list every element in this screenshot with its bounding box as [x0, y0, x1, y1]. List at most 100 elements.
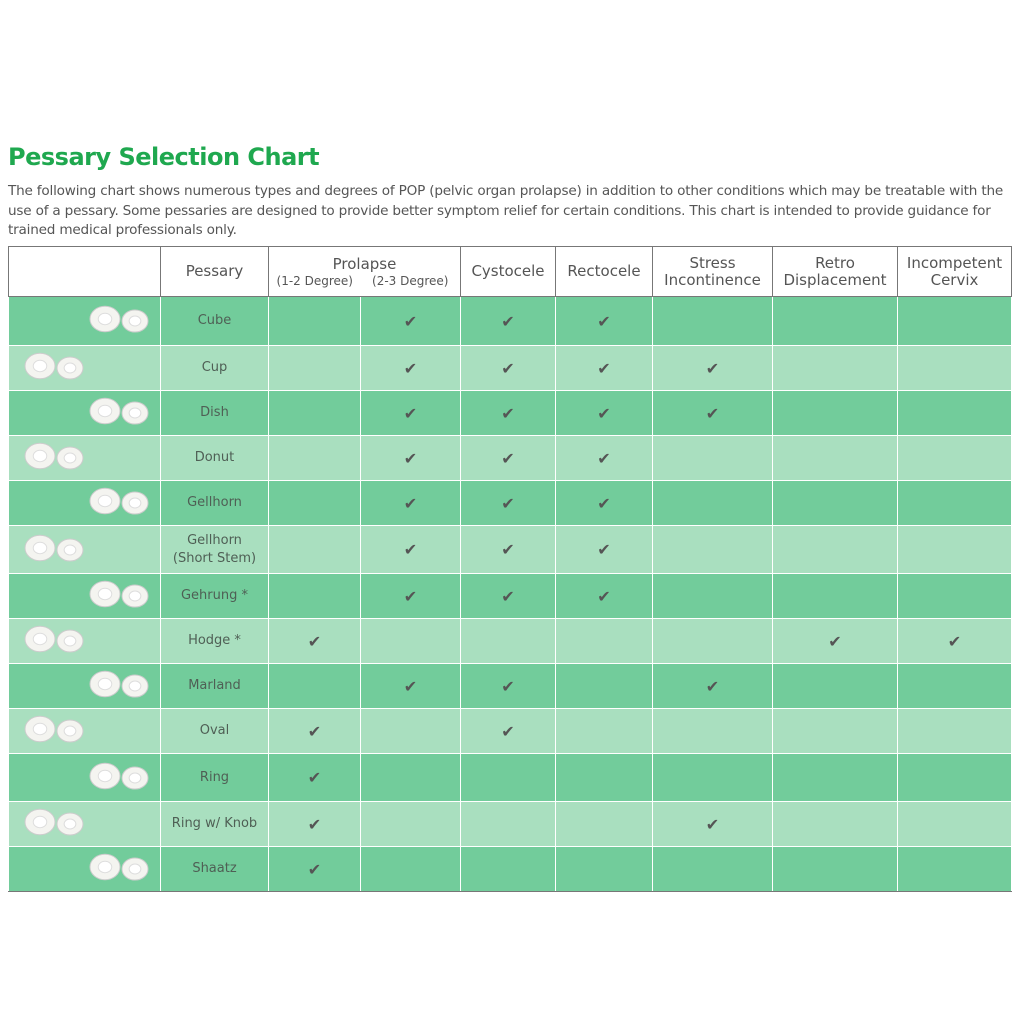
- check-cell: [772, 753, 898, 802]
- pessary-hole: [63, 544, 76, 555]
- header: Stress Incontinence: [652, 246, 773, 297]
- pessary-image: [8, 435, 161, 481]
- check-cell: ✔: [460, 573, 556, 619]
- check-cell: [652, 480, 773, 526]
- pessary-image: [8, 390, 161, 436]
- check-cell: [897, 663, 1012, 709]
- pessary-icon: [89, 670, 148, 698]
- pessary-icon: [24, 625, 83, 653]
- check-cell: [360, 801, 461, 847]
- pessary-hole: [97, 677, 112, 691]
- check-cell: ✔: [555, 435, 653, 481]
- pessary-name: Donut: [160, 435, 269, 481]
- check-cell: ✔: [555, 573, 653, 619]
- table-row: Oval ✔ ✔: [8, 708, 1012, 754]
- pessary-icon: [24, 442, 83, 470]
- pessary-hole: [32, 632, 47, 646]
- pessary-icon: [89, 762, 148, 790]
- check-cell: [772, 480, 898, 526]
- check-cell: ✔: [268, 801, 361, 847]
- check-cell: [772, 708, 898, 754]
- check-cell: ✔: [460, 708, 556, 754]
- pessary-name: Shaatz: [160, 846, 269, 892]
- check-cell: ✔: [268, 753, 361, 802]
- table-row: Dish ✔ ✔ ✔ ✔: [8, 390, 1012, 436]
- check-cell: ✔: [460, 480, 556, 526]
- check-cell: [652, 753, 773, 802]
- header: Pessary: [160, 246, 269, 297]
- check-cell: [652, 525, 773, 574]
- pessary-image: [8, 846, 161, 892]
- check-cell: ✔: [268, 708, 361, 754]
- check-cell: [897, 480, 1012, 526]
- check-cell: ✔: [460, 435, 556, 481]
- pessary-hole: [128, 315, 141, 327]
- pessary-hole: [63, 635, 76, 647]
- check-cell: ✔: [360, 573, 461, 619]
- pessary-name: Marland: [160, 663, 269, 709]
- pessary-image: [8, 296, 161, 346]
- check-cell: [772, 296, 898, 346]
- pessary-icon: [89, 853, 148, 881]
- pessary-icon: [24, 352, 83, 380]
- check-cell: [360, 708, 461, 754]
- pessary-name: Cup: [160, 345, 269, 391]
- pessary-name: Gellhorn: [160, 480, 269, 526]
- check-cell: [772, 345, 898, 391]
- table-row: Cup ✔ ✔ ✔ ✔: [8, 345, 1012, 391]
- pessary-name: Gellhorn (Short Stem): [160, 525, 269, 574]
- pessary-name: Oval: [160, 708, 269, 754]
- table-row: Donut ✔ ✔ ✔: [8, 435, 1012, 481]
- check-cell: ✔: [460, 345, 556, 391]
- pessary-image: [8, 801, 161, 847]
- check-cell: ✔: [360, 435, 461, 481]
- check-cell: [897, 708, 1012, 754]
- check-cell: [897, 296, 1012, 346]
- check-cell: [360, 618, 461, 664]
- check-cell: [652, 708, 773, 754]
- header: Prolapse: [268, 246, 461, 273]
- check-cell: [555, 846, 653, 892]
- pessary-hole: [63, 725, 76, 737]
- table-row: Gellhorn ✔ ✔ ✔: [8, 480, 1012, 526]
- check-cell: [268, 663, 361, 709]
- check-cell: ✔: [652, 345, 773, 391]
- check-cell: [652, 435, 773, 481]
- pessary-hole: [128, 863, 141, 875]
- pessary-hole: [128, 772, 141, 783]
- check-cell: [555, 801, 653, 847]
- pessary-hole: [97, 312, 112, 326]
- check-cell: [268, 525, 361, 574]
- pessary-icon: [24, 715, 83, 743]
- check-cell: ✔: [360, 345, 461, 391]
- check-cell: [555, 753, 653, 802]
- check-cell: ✔: [268, 618, 361, 664]
- pessary-name: Hodge *: [160, 618, 269, 664]
- check-cell: ✔: [555, 480, 653, 526]
- pessary-icon: [89, 397, 148, 425]
- check-cell: ✔: [460, 390, 556, 436]
- table-row: Marland ✔ ✔ ✔: [8, 663, 1012, 709]
- table-row: Cube ✔ ✔ ✔: [8, 296, 1012, 346]
- check-cell: ✔: [460, 663, 556, 709]
- pessary-image: [8, 525, 161, 574]
- pessary-name: Ring w/ Knob: [160, 801, 269, 847]
- pessary-image: [8, 753, 161, 802]
- check-cell: [772, 573, 898, 619]
- pessary-hole: [63, 452, 76, 464]
- check-cell: [268, 345, 361, 391]
- pessary-hole: [32, 722, 47, 736]
- pessary-icon: [89, 305, 148, 333]
- pessary-name: Ring: [160, 753, 269, 802]
- table-row: Ring ✔: [8, 753, 1012, 802]
- chart-title: Pessary Selection Chart: [8, 143, 320, 171]
- check-cell: ✔: [555, 525, 653, 574]
- check-cell: [652, 846, 773, 892]
- check-cell: [652, 296, 773, 346]
- pessary-image: [8, 345, 161, 391]
- check-cell: [897, 435, 1012, 481]
- pessary-hole: [97, 860, 112, 874]
- check-cell: [652, 573, 773, 619]
- check-cell: [268, 573, 361, 619]
